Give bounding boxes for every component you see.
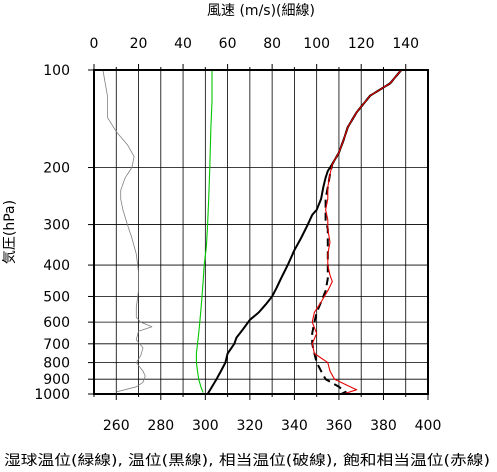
- left-axis-tick-label: 600: [43, 315, 70, 331]
- left-axis-title: 気圧(hPa): [2, 200, 18, 264]
- series-line-wet-bulb-potential-temperature: [195, 70, 213, 393]
- left-axis-tick-label: 700: [43, 337, 70, 353]
- data-series: [102, 69, 403, 395]
- axis-ticks: 0 20 40 60 80 100 120 140 260 280 300 320 340 360 380 4…: [34, 36, 441, 434]
- top-axis-tick-label: 120: [348, 36, 375, 52]
- bottom-axis-tick-label: 400: [415, 418, 442, 434]
- left-axis-tick-label: 200: [43, 161, 70, 177]
- series-line-saturated-equivalent-potential-temperature: [311, 69, 402, 395]
- series-line-equivalent-potential-temperature: [311, 69, 403, 395]
- left-axis-tick-label: 100: [43, 63, 70, 79]
- bottom-axis-tick-label: 260: [103, 418, 130, 434]
- bottom-axis-tick-label: 300: [192, 418, 219, 434]
- plot-frame: [93, 69, 429, 395]
- left-axis-tick-label: 300: [43, 218, 70, 234]
- top-axis-tick-label: 0: [90, 36, 99, 52]
- top-axis-tick-label: 80: [263, 36, 281, 52]
- top-axis-tick-label: 100: [303, 36, 330, 52]
- left-axis-tick-label: 800: [43, 356, 70, 372]
- bottom-axis-tick-label: 320: [236, 418, 263, 434]
- top-axis-title: 風速 (m/s)(細線): [207, 3, 315, 19]
- top-axis-tick-label: 40: [174, 36, 192, 52]
- left-axis-tick-label: 900: [43, 372, 70, 388]
- bottom-axis-tick-label: 360: [326, 418, 353, 434]
- grid-lines: [94, 70, 428, 394]
- top-axis-tick-label: 20: [130, 36, 148, 52]
- left-axis-tick-label: 400: [43, 258, 70, 274]
- left-axis-tick-label: 500: [43, 289, 70, 305]
- top-axis-tick-label: 60: [219, 36, 237, 52]
- bottom-axis-tick-label: 380: [370, 418, 397, 434]
- top-axis-tick-label: 140: [392, 36, 419, 52]
- bottom-axis-title: 湿球温位(緑線), 温位(黒線), 相当温位(破線), 飽和相当温位(赤線): [4, 452, 490, 469]
- left-axis-tick-label: 1000: [34, 387, 70, 403]
- bottom-axis-tick-label: 340: [281, 418, 308, 434]
- series-line-potential-temperature: [206, 69, 403, 395]
- series-line-wind-speed: [102, 69, 153, 393]
- bottom-axis-tick-label: 280: [147, 418, 174, 434]
